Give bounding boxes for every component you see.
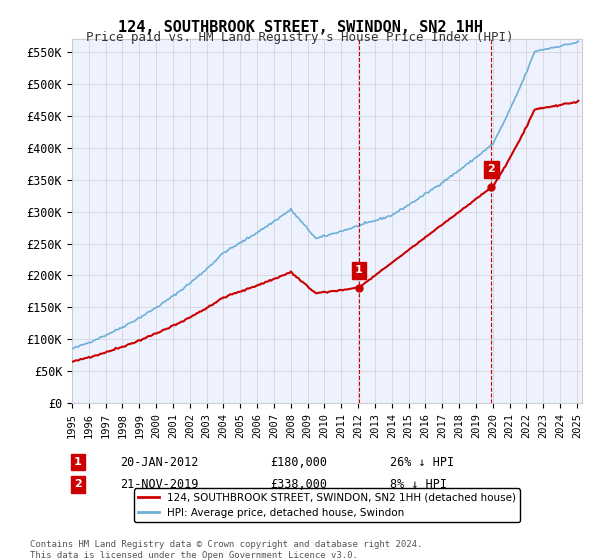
Text: 20-JAN-2012: 20-JAN-2012: [120, 455, 199, 469]
Text: £338,000: £338,000: [270, 478, 327, 491]
Text: 26% ↓ HPI: 26% ↓ HPI: [390, 455, 454, 469]
Text: 1: 1: [74, 457, 82, 467]
Text: Price paid vs. HM Land Registry's House Price Index (HPI): Price paid vs. HM Land Registry's House …: [86, 31, 514, 44]
Text: 2: 2: [74, 479, 82, 489]
Text: 8% ↓ HPI: 8% ↓ HPI: [390, 478, 447, 491]
Text: Contains HM Land Registry data © Crown copyright and database right 2024.
This d: Contains HM Land Registry data © Crown c…: [30, 540, 422, 560]
Text: 124, SOUTHBROOK STREET, SWINDON, SN2 1HH: 124, SOUTHBROOK STREET, SWINDON, SN2 1HH: [118, 20, 482, 35]
Text: 1: 1: [355, 265, 363, 276]
Text: 2: 2: [488, 165, 496, 175]
Legend: 124, SOUTHBROOK STREET, SWINDON, SN2 1HH (detached house), HPI: Average price, d: 124, SOUTHBROOK STREET, SWINDON, SN2 1HH…: [134, 488, 520, 522]
Text: 21-NOV-2019: 21-NOV-2019: [120, 478, 199, 491]
Text: £180,000: £180,000: [270, 455, 327, 469]
